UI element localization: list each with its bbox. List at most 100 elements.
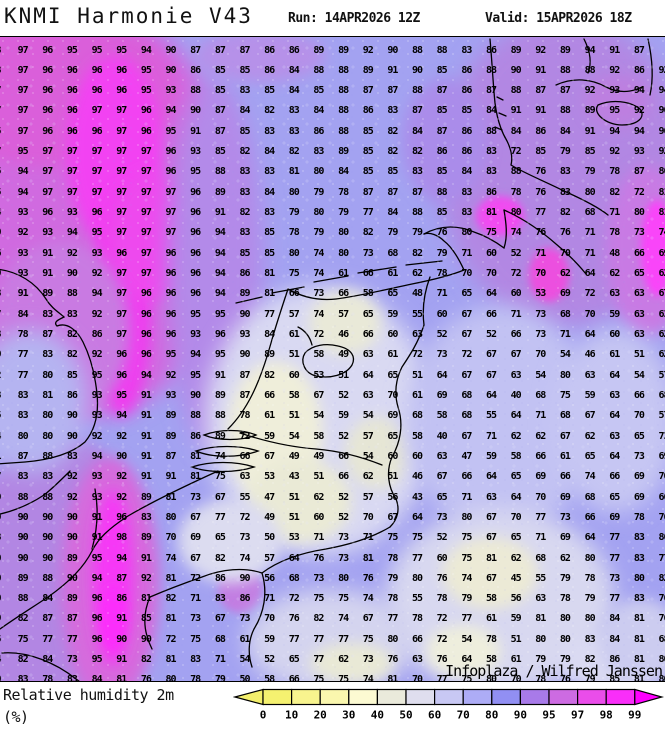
grid-value: 83 — [66, 308, 78, 320]
grid-value: 56 — [510, 593, 522, 605]
grid-value: 74 — [338, 613, 349, 625]
grid-value: 85 — [584, 146, 596, 158]
grid-value: 78 — [288, 227, 300, 239]
grid-value: 81 — [190, 471, 201, 483]
grid-value: 79 — [584, 166, 596, 178]
grid-value: 82 — [387, 146, 398, 158]
grid-value: 83 — [485, 146, 497, 158]
grid-value: 83 — [17, 410, 29, 422]
grid-value: 68 — [461, 389, 472, 401]
grid-value: 80 — [288, 247, 300, 259]
grid-value: 40 — [436, 430, 448, 442]
grid-value: 80 — [584, 552, 596, 564]
grid-value: 70 — [362, 511, 374, 523]
grid-value: 94 — [140, 44, 152, 56]
grid-value: 60 — [609, 328, 620, 340]
grid-value: 92 — [91, 430, 103, 442]
grid-value: 84 — [239, 105, 250, 117]
grid-value: 84 — [264, 146, 275, 158]
grid-value: 84 — [412, 125, 423, 137]
grid-value: 85 — [239, 247, 250, 259]
grid-value: 88 — [66, 288, 78, 300]
grid-value: 97 — [140, 186, 152, 198]
grid-value: 79 — [461, 593, 472, 605]
grid-value: 51 — [510, 633, 522, 645]
grid-value: 89 — [313, 44, 324, 56]
grid-value: 95 — [190, 308, 201, 320]
grid-value: 96 — [116, 369, 127, 381]
grid-value: 75 — [190, 633, 201, 645]
grid-value: 2 — [0, 370, 12, 381]
grid-value: 82 — [264, 105, 275, 117]
grid-value: 73 — [66, 654, 78, 666]
grid-value: 96 — [91, 613, 103, 625]
grid-value: 93 — [17, 207, 29, 219]
colorbar-arrow — [233, 688, 264, 706]
grid-value: 52 — [436, 328, 448, 340]
grid-value: 68 — [535, 552, 546, 564]
grid-value: 70 — [461, 268, 472, 280]
grid-value: 78 — [535, 674, 546, 682]
grid-value: 55 — [535, 572, 546, 584]
grid-value: 83 — [190, 654, 201, 666]
grid-value: 78 — [559, 593, 571, 605]
grid-value: 48 — [609, 247, 620, 259]
grid-value: 75 — [387, 532, 398, 544]
grid-value: 66 — [461, 471, 472, 483]
grid-value: 79 — [387, 227, 398, 239]
grid-value: 8 — [0, 390, 12, 401]
grid-value: 94 — [190, 349, 201, 361]
colorbar-segment — [348, 688, 379, 706]
grid-value: 88 — [559, 64, 571, 76]
grid-value: 82 — [387, 125, 398, 137]
grid-value: 64 — [412, 511, 423, 523]
grid-value: 90 — [239, 349, 250, 361]
grid-value: 82 — [239, 146, 250, 158]
grid-value: 66 — [288, 288, 300, 300]
grid-value: 87 — [42, 613, 53, 625]
grid-value: 78 — [239, 410, 250, 422]
grid-value: 81 — [140, 593, 152, 605]
grid-value: 88 — [190, 410, 201, 422]
valid-timestamp: Valid: 15APR2026 18Z — [485, 11, 632, 26]
grid-value: 71 — [584, 247, 596, 259]
grid-value: 55 — [239, 491, 250, 503]
grid-value: 46 — [584, 349, 596, 361]
grid-value: 86 — [214, 572, 226, 584]
grid-value: 87 — [239, 44, 250, 56]
grid-value: 73 — [338, 532, 349, 544]
grid-value: 92 — [658, 64, 665, 76]
grid-value: 85 — [214, 64, 226, 76]
grid-value: 91 — [535, 105, 546, 117]
grid-value: 66 — [288, 674, 300, 682]
grid-value: 50 — [264, 532, 275, 544]
grid-value: 78 — [436, 268, 448, 280]
grid-value: 63 — [658, 308, 665, 320]
grid-value: 97 — [116, 308, 127, 320]
grid-value: 90 — [165, 44, 177, 56]
grid-value: 94 — [17, 166, 29, 178]
grid-value: 81 — [485, 207, 497, 219]
grid-value: 95 — [91, 654, 103, 666]
grid-value: 97 — [140, 247, 152, 259]
grid-value: 79 — [559, 572, 571, 584]
grid-value: 72 — [510, 268, 522, 280]
grid-value: 96 — [66, 125, 78, 137]
grid-value: 53 — [264, 471, 275, 483]
grid-value: 95 — [91, 44, 103, 56]
grid-value: 92 — [140, 572, 152, 584]
grid-value: 77 — [535, 207, 546, 219]
grid-value: 96 — [116, 85, 127, 97]
grid-value: 79 — [584, 593, 596, 605]
grid-value: 76 — [288, 613, 300, 625]
grid-value: 71 — [485, 430, 497, 442]
grid-value: 79 — [559, 654, 571, 666]
grid-value: 85 — [264, 247, 275, 259]
grid-value: 87 — [214, 105, 226, 117]
grid-value: 66 — [633, 247, 645, 259]
grid-value: 80 — [288, 186, 300, 198]
grid-value: 96 — [116, 64, 127, 76]
grid-value: 69 — [609, 511, 620, 523]
grid-value: 85 — [264, 85, 275, 97]
grid-value: 76 — [535, 186, 546, 198]
